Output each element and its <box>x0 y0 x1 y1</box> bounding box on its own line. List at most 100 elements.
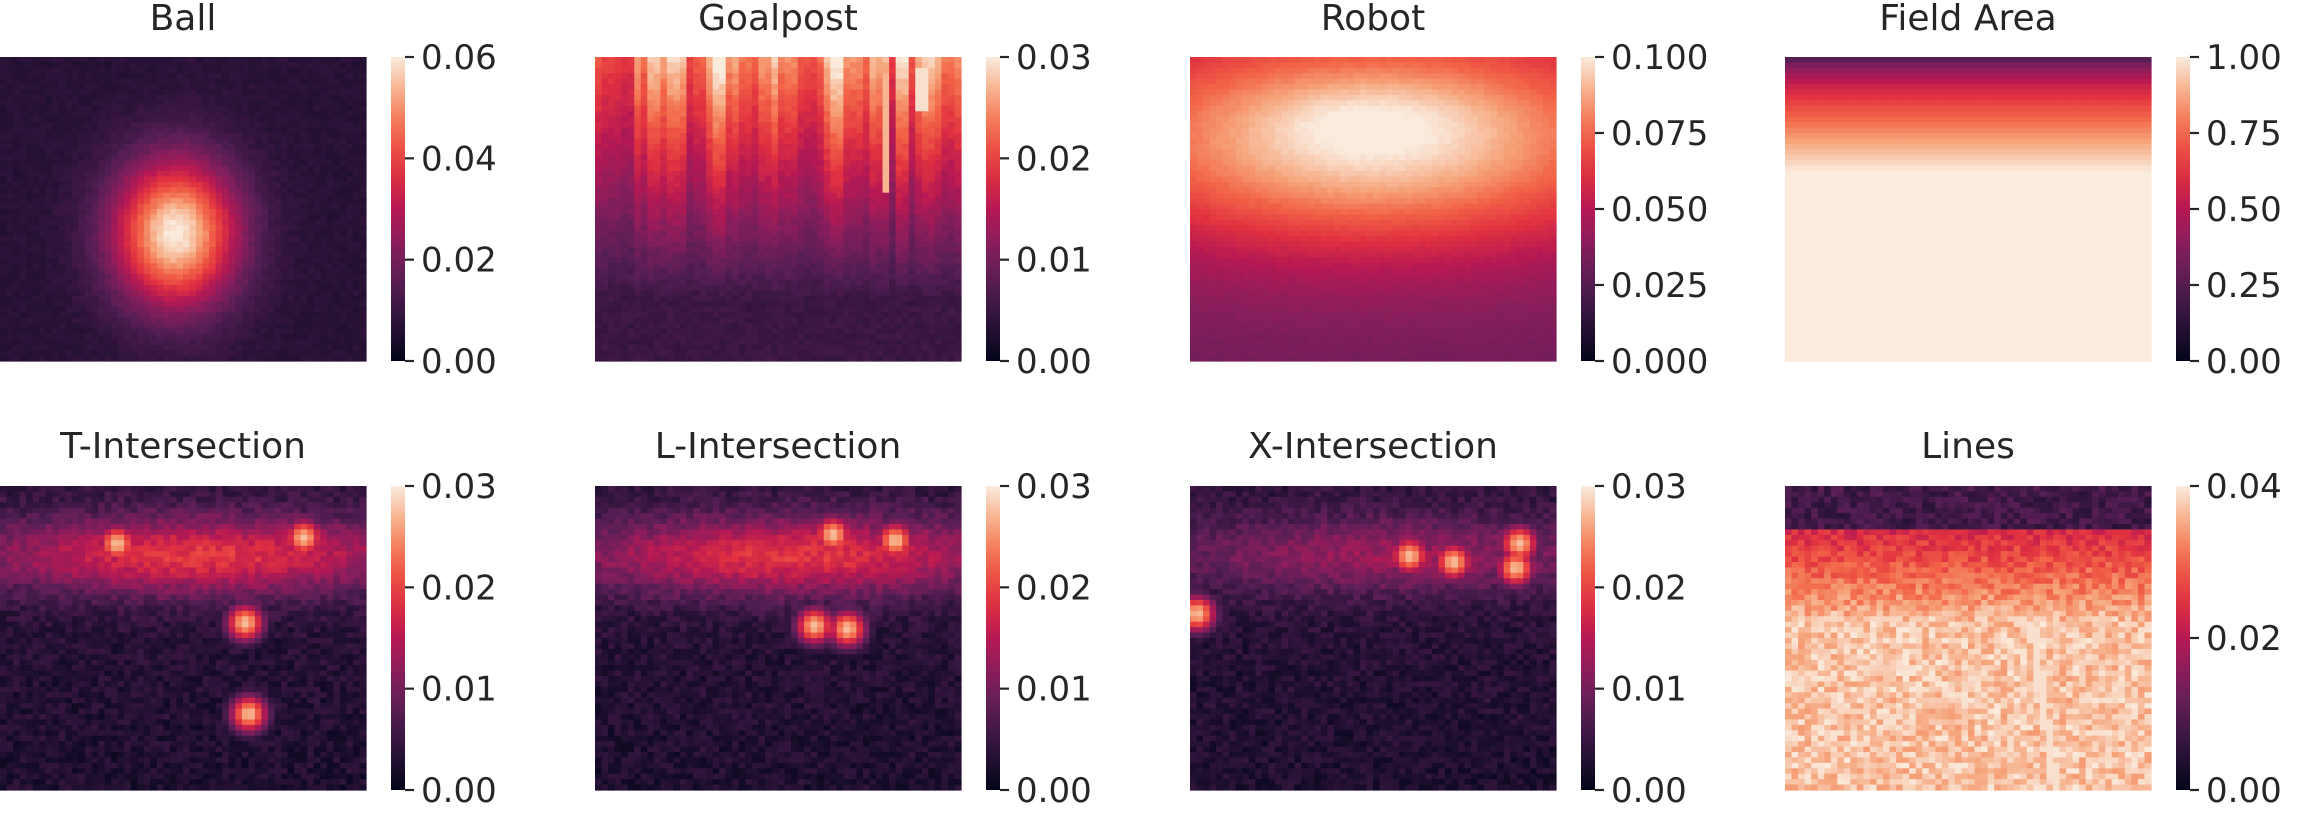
heatmap-cell <box>39 57 47 64</box>
heatmap-cell <box>294 203 302 210</box>
heatmap-cell <box>0 143 8 150</box>
heatmap-cell <box>941 78 949 85</box>
heatmap-cell <box>19 95 27 102</box>
heatmap-cell <box>130 105 138 112</box>
heatmap-cell <box>0 312 8 319</box>
heatmap-cell <box>150 219 158 226</box>
heatmap-cell <box>91 350 99 357</box>
heatmap-cell <box>130 100 138 107</box>
heatmap-cell <box>71 165 80 172</box>
heatmap-cell <box>326 290 334 297</box>
heatmap-cell <box>771 84 779 91</box>
heatmap-cell <box>352 95 361 102</box>
heatmap-cell <box>196 116 204 123</box>
heatmap-cell <box>261 285 269 292</box>
heatmap-cell <box>666 84 675 91</box>
heatmap-cell <box>352 274 361 281</box>
heatmap-cell <box>771 78 779 85</box>
heatmap-cell <box>823 122 831 129</box>
heatmap-cell <box>941 165 949 172</box>
heatmap-cell <box>738 133 746 140</box>
heatmap-cell <box>156 78 164 85</box>
heatmap-cell <box>712 133 720 140</box>
heatmap-cell <box>248 241 256 248</box>
heatmap-cell <box>823 116 831 123</box>
heatmap-cell <box>26 263 34 270</box>
heatmap-cell <box>241 290 249 297</box>
heatmap-cell <box>71 285 80 292</box>
heatmap-cell <box>294 268 302 275</box>
heatmap-cell <box>778 73 786 80</box>
heatmap-cell <box>902 203 910 210</box>
heatmap-cell <box>693 203 701 210</box>
heatmap-cell <box>111 339 119 346</box>
heatmap-cell <box>13 192 21 199</box>
heatmap-cell <box>804 198 812 205</box>
heatmap-cell <box>65 198 73 205</box>
heatmap-cell <box>921 154 929 161</box>
heatmap-cell <box>647 100 655 107</box>
heatmap-cell <box>202 192 210 199</box>
heatmap-cell <box>130 290 138 297</box>
heatmap-cell <box>111 317 119 324</box>
heatmap-cell <box>71 317 80 324</box>
heatmap-cell <box>130 73 138 80</box>
heatmap-cell <box>346 333 354 340</box>
heatmap-cell <box>202 274 210 281</box>
heatmap-cell <box>163 192 171 199</box>
heatmap-cell <box>228 328 236 335</box>
heatmap-cell <box>862 149 871 156</box>
heatmap-cell <box>261 295 269 302</box>
heatmap-cell <box>183 268 191 275</box>
heatmap-cell <box>784 192 792 199</box>
heatmap-cell <box>32 133 40 140</box>
heatmap-cell <box>196 257 204 264</box>
heatmap-cell <box>0 279 8 286</box>
heatmap-cell <box>313 198 321 205</box>
heatmap-cell <box>941 171 949 178</box>
heatmap-cell <box>300 350 308 357</box>
heatmap-cell <box>784 84 792 91</box>
heatmap-cell <box>359 252 367 259</box>
heatmap-cell <box>627 95 635 102</box>
heatmap-cell <box>130 323 138 330</box>
heatmap-cell <box>915 67 923 74</box>
heatmap-cell <box>294 214 302 221</box>
heatmap-cell <box>39 295 47 302</box>
heatmap-cell <box>294 219 302 226</box>
heatmap-cell <box>830 214 838 221</box>
heatmap-cell <box>248 181 256 188</box>
heatmap-cell <box>130 344 138 351</box>
heatmap-cell <box>176 268 184 275</box>
heatmap-cell <box>640 57 648 64</box>
heatmap-cell <box>163 236 171 243</box>
heatmap-cell <box>39 279 47 286</box>
heatmap-cell <box>176 279 184 286</box>
heatmap-cell <box>352 312 361 319</box>
heatmap-cell <box>686 73 694 80</box>
heatmap-cell <box>791 176 799 183</box>
heatmap-cell <box>797 214 805 221</box>
heatmap-cell <box>130 165 138 172</box>
heatmap-cell <box>267 214 276 221</box>
heatmap-cell <box>862 154 871 161</box>
heatmap-cell <box>725 176 733 183</box>
heatmap-cell <box>326 78 334 85</box>
heatmap-cell <box>26 279 34 286</box>
heatmap-cell <box>65 73 73 80</box>
heatmap-cell <box>117 192 125 199</box>
heatmap-cell <box>248 95 256 102</box>
heatmap-cell <box>248 133 256 140</box>
heatmap-cell <box>627 225 635 232</box>
heatmap-cell <box>359 176 367 183</box>
heatmap-cell <box>849 181 858 188</box>
heatmap-cell <box>104 279 112 286</box>
heatmap-cell <box>32 290 40 297</box>
heatmap-cell <box>241 138 249 145</box>
heatmap-cell <box>261 89 269 96</box>
heatmap-cell <box>706 105 714 112</box>
heatmap-cell <box>281 219 289 226</box>
heatmap-cell <box>13 154 21 161</box>
heatmap-cell <box>13 214 21 221</box>
heatmap-cell <box>856 171 864 178</box>
